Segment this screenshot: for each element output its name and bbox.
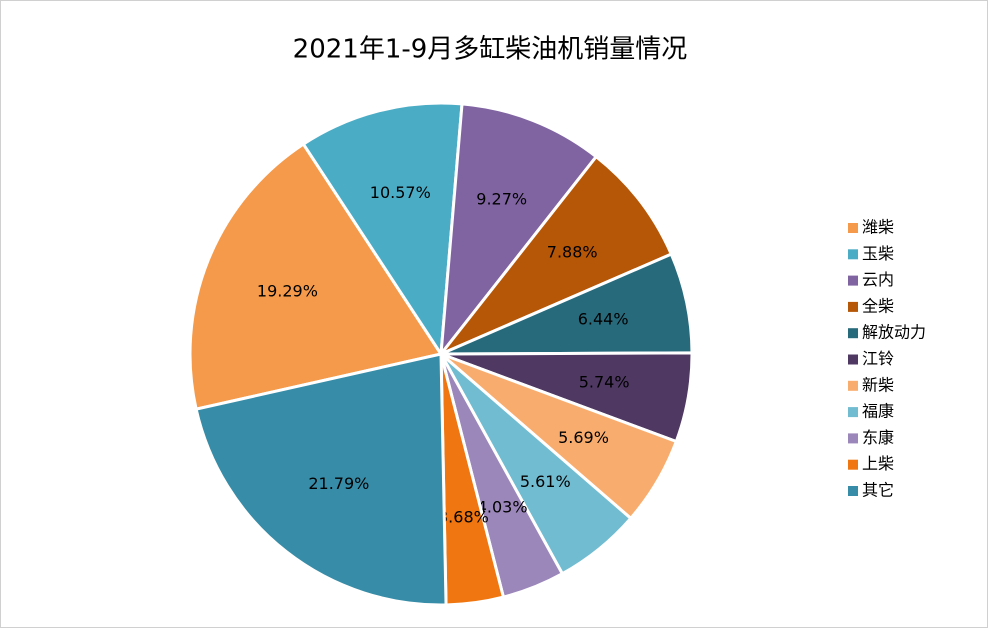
pie-slice — [439, 154, 674, 356]
legend-swatch — [848, 354, 858, 365]
legend-swatch — [848, 459, 858, 470]
pie-slice — [188, 142, 444, 411]
legend-swatch — [848, 407, 858, 418]
pie-slice — [439, 102, 599, 359]
legend-label: 其它 — [862, 481, 894, 500]
data-label: 10.57% — [370, 183, 431, 202]
legend-swatch — [848, 301, 858, 312]
data-label: 5.61% — [520, 472, 571, 491]
legend-swatch — [848, 275, 858, 286]
data-label: 3.68% — [438, 508, 489, 527]
legend-label: 新柴 — [862, 375, 894, 394]
pie-slice — [301, 101, 464, 359]
pie-slice — [194, 352, 448, 607]
legend-swatch — [848, 223, 858, 233]
legend-label: 潍柴 — [862, 218, 894, 237]
data-label: 19.29% — [257, 281, 318, 300]
legend-label: 全柴 — [862, 296, 894, 315]
data-label: 21.79% — [308, 474, 369, 493]
legend-swatch — [848, 249, 858, 260]
legend-label: 上柴 — [862, 454, 894, 473]
data-label: 7.88% — [547, 242, 598, 261]
legend-label: 东康 — [862, 428, 894, 447]
legend-label: 江铃 — [862, 349, 894, 368]
legend-label: 云内 — [862, 270, 894, 289]
data-label: 5.74% — [579, 372, 630, 391]
legend-swatch — [848, 486, 858, 496]
legend-swatch — [848, 433, 858, 444]
legend-label: 玉柴 — [862, 244, 894, 263]
data-label: 9.27% — [476, 189, 527, 208]
chart-title: 2021年1-9月多缸柴油机销量情况 — [293, 35, 688, 65]
legend-swatch — [848, 328, 858, 339]
data-label: 5.69% — [558, 428, 609, 447]
legend-label: 福康 — [862, 402, 894, 421]
legend-swatch — [848, 380, 858, 391]
data-label: 4.03% — [477, 497, 528, 516]
legend-label: 解放动力 — [862, 323, 926, 342]
data-label: 6.44% — [578, 309, 629, 328]
